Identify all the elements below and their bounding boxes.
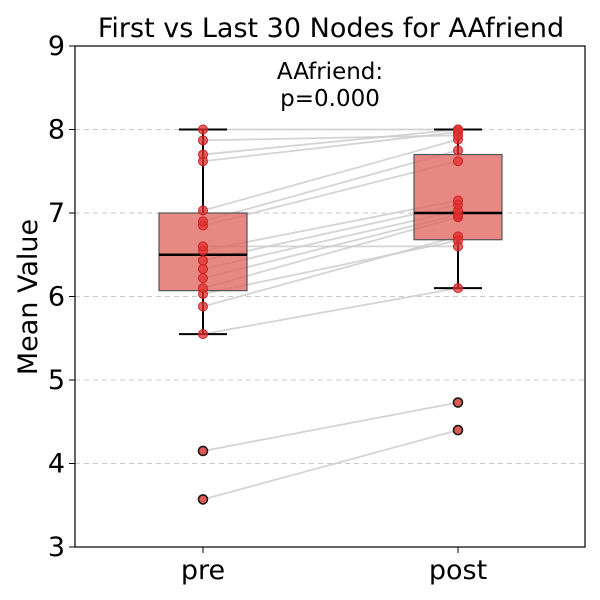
x-tick-label-pre: pre [181, 555, 225, 586]
y-axis-ticks: 3 4 5 6 7 8 9 [48, 31, 75, 563]
data-point-post [452, 397, 464, 408]
pair-line [202, 429, 459, 501]
pair-line [202, 138, 459, 212]
pair-line [202, 287, 459, 335]
pair-line [202, 401, 459, 452]
data-point-pre [198, 124, 208, 135]
data-point-post [453, 124, 463, 135]
data-point-pre [198, 241, 208, 252]
y-gridlines [75, 129, 585, 464]
y-tick-label: 3 [48, 532, 65, 563]
x-axis-ticks: pre post [181, 547, 487, 586]
pair-line [202, 134, 459, 142]
pair-line [202, 235, 459, 308]
y-axis-label: Mean Value [13, 219, 44, 375]
data-points [197, 124, 464, 505]
y-tick-label: 9 [48, 31, 65, 62]
data-point-pre [198, 273, 208, 284]
data-point-pre [198, 205, 208, 216]
y-tick-label: 4 [48, 449, 65, 480]
data-point-pre [198, 216, 208, 227]
data-point-pre [198, 149, 208, 160]
y-tick-label: 5 [48, 365, 65, 396]
annotation-pvalue: p=0.000 [280, 86, 380, 112]
data-point-pre [198, 263, 208, 274]
data-point-post [453, 156, 463, 167]
data-point-pre [198, 135, 208, 146]
data-point-pre [197, 445, 209, 457]
y-tick-label: 7 [48, 198, 65, 229]
data-point-pre [198, 283, 208, 294]
data-point-post [453, 195, 463, 206]
data-point-post [452, 424, 464, 436]
data-point-post [453, 145, 463, 156]
pair-line [202, 128, 459, 156]
data-point-pre [197, 494, 209, 505]
data-point-pre [198, 301, 208, 312]
annotation-name: AAfriend: [277, 59, 383, 85]
data-point-pre [198, 329, 208, 340]
data-point-pre [198, 255, 208, 266]
chart-title: First vs Last 30 Nodes for AAfriend [98, 13, 564, 44]
data-point-post [453, 283, 463, 294]
data-point-post [453, 241, 463, 252]
y-tick-label: 6 [48, 282, 65, 313]
x-tick-label-post: post [429, 555, 487, 586]
y-tick-label: 8 [48, 115, 65, 146]
